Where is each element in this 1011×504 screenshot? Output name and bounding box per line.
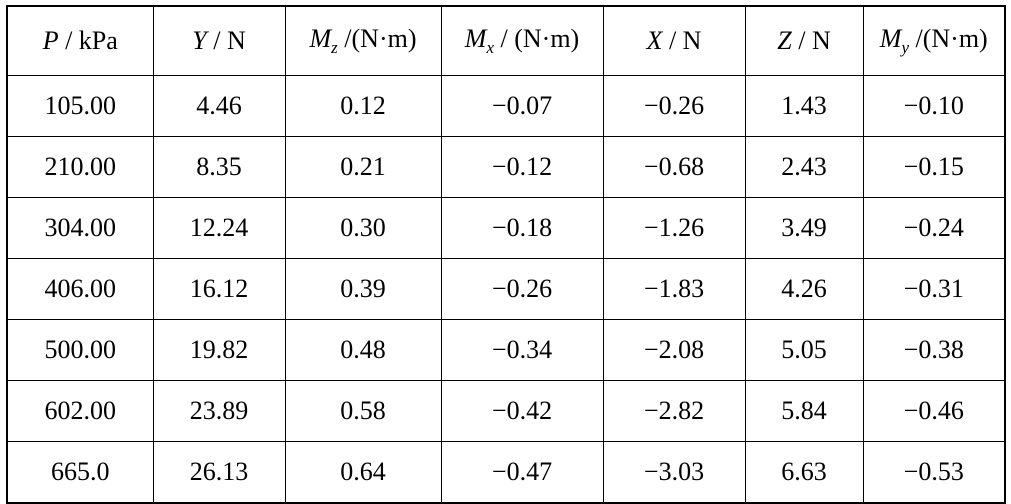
table-row: 500.00 19.82 0.48 −0.34 −2.08 5.05 −0.38 xyxy=(6,319,1006,381)
table-cell: 210.00 xyxy=(6,136,154,198)
table-cell: 105.00 xyxy=(6,75,154,137)
table-cell: −2.82 xyxy=(602,380,746,442)
table-cell: −0.34 xyxy=(440,319,604,381)
table-cell: 406.00 xyxy=(6,258,154,320)
table-cell: 23.89 xyxy=(152,380,286,442)
table-row: 304.00 12.24 0.30 −0.18 −1.26 3.49 −0.24 xyxy=(6,197,1006,259)
table-cell: −0.07 xyxy=(440,75,604,137)
header-cell-mz-moment: Mz /(N·m) xyxy=(284,5,442,76)
header-cell-pressure: P / kPa xyxy=(6,5,154,76)
table-cell: −1.83 xyxy=(602,258,746,320)
header-cell-x-force: X / N xyxy=(602,5,746,76)
table-cell: 1.43 xyxy=(744,75,864,137)
table-cell: 19.82 xyxy=(152,319,286,381)
data-table: P / kPa Y / N Mz /(N·m) Mx / (N·m) X / N… xyxy=(6,5,1006,504)
table-cell: 0.58 xyxy=(284,380,442,442)
table-cell: 0.64 xyxy=(284,441,442,504)
table-cell: 0.30 xyxy=(284,197,442,259)
table-cell: −3.03 xyxy=(602,441,746,504)
table-cell: 602.00 xyxy=(6,380,154,442)
table-cell: 12.24 xyxy=(152,197,286,259)
table-cell: 5.05 xyxy=(744,319,864,381)
table-cell: 500.00 xyxy=(6,319,154,381)
table-cell: 0.48 xyxy=(284,319,442,381)
table-cell: 665.0 xyxy=(6,441,154,504)
table-cell: 2.43 xyxy=(744,136,864,198)
table-cell: −0.24 xyxy=(862,197,1006,259)
table-cell: −0.26 xyxy=(602,75,746,137)
table-cell: −0.31 xyxy=(862,258,1006,320)
table-cell: −0.42 xyxy=(440,380,604,442)
table-row: 602.00 23.89 0.58 −0.42 −2.82 5.84 −0.46 xyxy=(6,380,1006,442)
table-cell: −0.38 xyxy=(862,319,1006,381)
table-cell: 0.12 xyxy=(284,75,442,137)
header-row: P / kPa Y / N Mz /(N·m) Mx / (N·m) X / N… xyxy=(6,5,1006,76)
header-cell-z-force: Z / N xyxy=(744,5,864,76)
table-body: 105.00 4.46 0.12 −0.07 −0.26 1.43 −0.10 210.00 8… xyxy=(6,75,1006,504)
table-cell: −0.12 xyxy=(440,136,604,198)
table-row: 210.00 8.35 0.21 −0.12 −0.68 2.43 −0.15 xyxy=(6,136,1006,198)
table-cell: 0.21 xyxy=(284,136,442,198)
table-cell: −0.15 xyxy=(862,136,1006,198)
table-cell: 304.00 xyxy=(6,197,154,259)
table-cell: 26.13 xyxy=(152,441,286,504)
table-cell: −0.53 xyxy=(862,441,1006,504)
table-cell: 5.84 xyxy=(744,380,864,442)
table-cell: −0.26 xyxy=(440,258,604,320)
table-cell: −0.68 xyxy=(602,136,746,198)
table-cell: −0.18 xyxy=(440,197,604,259)
table-cell: 16.12 xyxy=(152,258,286,320)
table-cell: 8.35 xyxy=(152,136,286,198)
header-cell-mx-moment: Mx / (N·m) xyxy=(440,5,604,76)
table-row: 406.00 16.12 0.39 −0.26 −1.83 4.26 −0.31 xyxy=(6,258,1006,320)
table-cell: 6.63 xyxy=(744,441,864,504)
table-cell: 0.39 xyxy=(284,258,442,320)
table-cell: 4.46 xyxy=(152,75,286,137)
table-cell: 3.49 xyxy=(744,197,864,259)
table-cell: 4.26 xyxy=(744,258,864,320)
table-cell: −0.10 xyxy=(862,75,1006,137)
table-cell: −0.46 xyxy=(862,380,1006,442)
table-cell: −2.08 xyxy=(602,319,746,381)
header-cell-y-force: Y / N xyxy=(152,5,286,76)
table-row: 665.0 26.13 0.64 −0.47 −3.03 6.63 −0.53 xyxy=(6,441,1006,504)
table-cell: −0.47 xyxy=(440,441,604,504)
table-cell: −1.26 xyxy=(602,197,746,259)
data-table-container: P / kPa Y / N Mz /(N·m) Mx / (N·m) X / N… xyxy=(6,5,1006,504)
table-row: 105.00 4.46 0.12 −0.07 −0.26 1.43 −0.10 xyxy=(6,75,1006,137)
header-cell-my-moment: My /(N·m) xyxy=(862,5,1006,76)
